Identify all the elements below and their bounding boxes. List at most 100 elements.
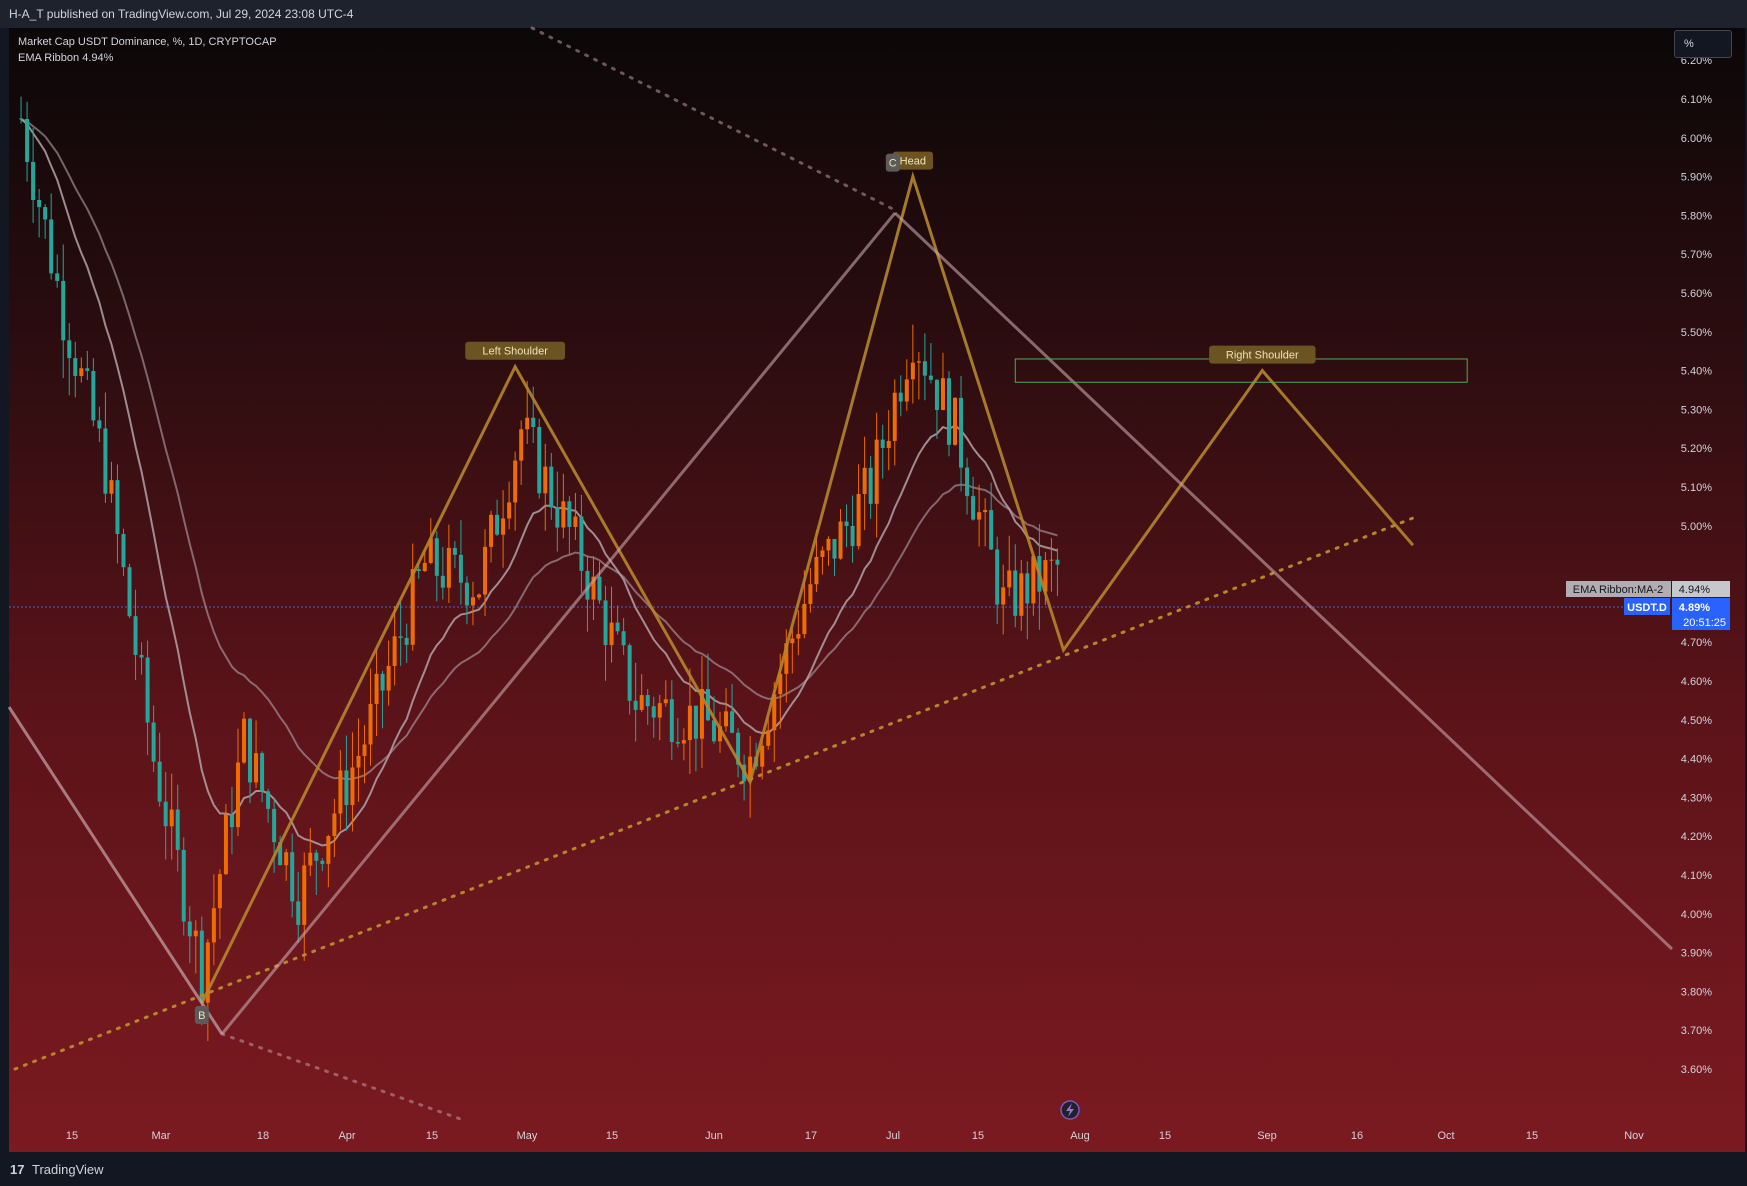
pattern-label-badge[interactable]	[892, 151, 934, 170]
candle-body	[1019, 573, 1024, 616]
candle-body	[796, 634, 801, 639]
header-bar: H-A_T published on TradingView.com, Jul …	[0, 0, 1747, 28]
last-price-badge	[1672, 598, 1730, 630]
x-tick-label: 15	[1159, 1130, 1171, 1142]
pattern-label-badge[interactable]	[465, 341, 566, 360]
tradingview-logo[interactable]: 17 TradingView	[10, 1162, 104, 1177]
bar-countdown-text: 20:51:25	[1683, 617, 1726, 629]
pattern-label-badge[interactable]	[1209, 345, 1316, 364]
candle-body	[585, 570, 590, 600]
candle-body	[778, 673, 783, 695]
candle-body	[235, 762, 240, 828]
pattern-label: Head	[900, 156, 926, 168]
candle-body	[308, 852, 313, 866]
publish-info: H-A_T published on TradingView.com, Jul …	[9, 7, 354, 21]
candle-body	[284, 852, 289, 866]
candle-body	[501, 518, 506, 535]
drawings[interactable]	[7, 26, 1674, 1123]
candle-body	[248, 718, 253, 783]
candle-body	[838, 521, 843, 559]
point-label-badge[interactable]	[885, 153, 900, 172]
candle-body	[254, 753, 259, 783]
candle-body	[784, 643, 789, 674]
candle-body	[103, 428, 108, 494]
y-tick-label: 5.50%	[1681, 327, 1712, 339]
y-tick-label: 4.70%	[1681, 637, 1712, 649]
x-tick-label: Oct	[1437, 1130, 1454, 1142]
point-label-badge[interactable]	[194, 1006, 209, 1025]
y-tick-label: 4.50%	[1681, 715, 1712, 727]
candle-body	[458, 554, 463, 583]
x-tick-label: 18	[257, 1130, 269, 1142]
x-axis[interactable]: 15 Mar 18 Apr 15 May 15 Jun 17 Jul 15 Aug 15 Sep 16 Oct…	[66, 1130, 1644, 1142]
candle-body	[446, 547, 451, 588]
candle-body	[1031, 556, 1036, 604]
channel-line-left[interactable]	[7, 706, 224, 1035]
y-axis[interactable]: 6.20% 6.10% 6.00% 5.90% 5.80% 5.70% 5.60% 5.50%…	[1681, 55, 1712, 1076]
candle-body	[814, 556, 819, 585]
channel-line-down[interactable]	[893, 211, 1674, 951]
candle-body	[537, 426, 542, 494]
channel-line-up[interactable]	[220, 212, 897, 1035]
candle-body	[464, 582, 469, 606]
candle-body	[898, 392, 903, 402]
annotations[interactable]: Left Shoulder Head Right Shoulder B C	[194, 151, 1316, 1025]
symbol-badge-text: USDT.D	[1627, 602, 1667, 614]
x-tick-label: Apr	[338, 1130, 355, 1142]
candle-body	[127, 567, 132, 617]
lightning-glyph	[1066, 1103, 1074, 1117]
pattern-label: Left Shoulder	[482, 346, 548, 358]
candle-body	[724, 711, 729, 727]
candle-body	[380, 673, 385, 691]
x-tick-label: Mar	[152, 1130, 171, 1142]
candle-body	[314, 852, 319, 861]
x-tick-label: 15	[606, 1130, 618, 1142]
candle-body	[260, 753, 265, 792]
indicator-value: EMA Ribbon 4.94%	[18, 52, 114, 64]
dotted-trend-top[interactable]	[530, 26, 895, 211]
candle-body	[549, 466, 554, 508]
candle-body	[748, 756, 753, 782]
y-tick-label: 5.20%	[1681, 443, 1712, 455]
candle-body	[627, 645, 632, 701]
candle-body	[272, 808, 277, 843]
candle-body	[669, 699, 674, 743]
candle-body	[229, 814, 234, 828]
candle-body	[290, 852, 295, 902]
pattern-label: Right Shoulder	[1226, 350, 1299, 362]
candle-body	[862, 467, 867, 494]
ema-line	[20, 118, 1058, 781]
candle-body	[519, 429, 524, 461]
candle-body	[241, 718, 246, 763]
candle-body	[181, 849, 186, 922]
head-shoulders-path[interactable]	[200, 171, 1415, 1004]
x-tick-label: 15	[1526, 1130, 1538, 1142]
candle-body	[404, 637, 409, 645]
candle-body	[187, 921, 192, 937]
candle-body	[959, 397, 964, 468]
candle-body	[175, 809, 180, 850]
candle-body	[19, 118, 24, 120]
candle-body	[687, 705, 692, 741]
candle-body	[205, 942, 210, 1003]
percent-scale-button[interactable]: %	[1674, 30, 1732, 58]
neckline-dotted[interactable]	[13, 516, 1415, 1071]
candle-body	[651, 706, 656, 718]
y-tick-label: 5.00%	[1681, 521, 1712, 533]
candle-body	[97, 420, 102, 429]
candle-body	[163, 801, 168, 827]
candle-body	[681, 740, 686, 744]
candle-body	[711, 720, 716, 742]
candle-body	[157, 761, 162, 802]
y-tick-label: 6.10%	[1681, 94, 1712, 106]
candle-body	[139, 654, 144, 658]
ema-line	[20, 118, 1058, 847]
candle-body	[531, 417, 536, 427]
ema-value-badge	[1672, 581, 1730, 597]
chart-pane[interactable]	[9, 28, 1745, 1152]
x-tick-label: 15	[972, 1130, 984, 1142]
y-tick-label: 3.60%	[1681, 1064, 1712, 1076]
candle-body	[217, 874, 222, 909]
dotted-trend-bottom[interactable]	[220, 1032, 468, 1123]
